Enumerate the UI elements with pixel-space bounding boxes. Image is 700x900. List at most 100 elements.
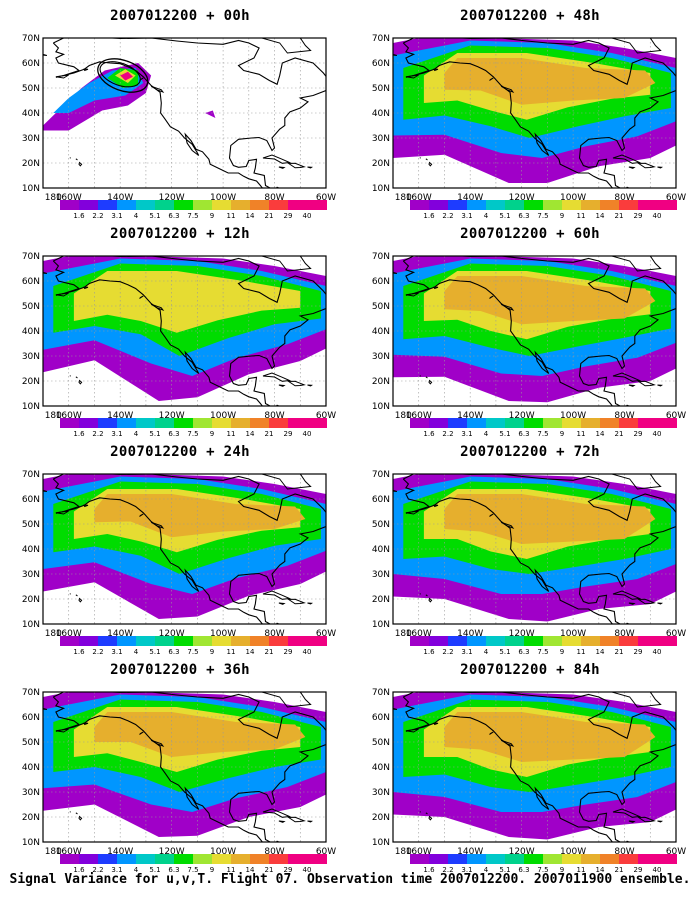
colorbar-label: 1.6	[73, 648, 85, 656]
colorbar-swatch	[193, 418, 213, 428]
coastline-island	[405, 74, 419, 79]
lat-label: 50N	[372, 520, 390, 530]
colorbar-label: 9	[209, 212, 215, 220]
colorbar-label: 40	[652, 648, 662, 656]
colorbar-label: 11	[226, 430, 236, 438]
colorbar-label: 14	[595, 648, 605, 656]
coastline-island	[260, 38, 312, 54]
lat-label: 30N	[22, 570, 40, 580]
lat-label: 20N	[372, 813, 390, 823]
lon-label: 60W	[316, 629, 336, 636]
coastline-island	[55, 510, 69, 515]
lat-label: 10N	[372, 184, 390, 194]
map-frame	[392, 473, 677, 625]
colorbar-label: 5.1	[499, 648, 511, 656]
lon-label: 100W	[210, 629, 236, 636]
lon-label: 160W	[406, 847, 432, 854]
colorbar-swatch	[429, 200, 449, 210]
colorbar-swatch	[212, 418, 232, 428]
lat-label: 60N	[22, 495, 40, 505]
coastline-island	[628, 602, 636, 605]
colorbar-swatch	[117, 200, 137, 210]
coastline-island	[433, 68, 439, 72]
lat-label: 70N	[372, 252, 390, 262]
colorbar-swatch	[448, 418, 468, 428]
coastline-island	[260, 692, 312, 708]
coastline-island	[150, 85, 165, 94]
lat-label: 50N	[22, 738, 40, 748]
colorbar-label: 6.3	[168, 212, 180, 220]
colorbar-label: 11	[576, 212, 586, 220]
coastline-island	[500, 303, 515, 312]
colorbar-label: 29	[283, 648, 293, 656]
lat-label: 10N	[22, 402, 40, 412]
colorbar-label: 11	[226, 212, 236, 220]
coastline-island	[262, 154, 292, 164]
lon-label: 100W	[560, 847, 586, 854]
lon-label: 100W	[210, 411, 236, 418]
coastline	[403, 38, 676, 188]
colorbar-swatch	[581, 636, 601, 646]
colorbar-swatch	[600, 854, 620, 864]
coastline-island	[610, 256, 662, 272]
coastline-island	[428, 815, 433, 821]
colorbar-label: 14	[245, 430, 255, 438]
colorbar-label: 6.3	[518, 212, 530, 220]
map-panel: 2007012200 + 12h 10N 20N 30N 40N 50N 60N 70N 180…	[10, 226, 350, 442]
lat-label: 20N	[372, 377, 390, 387]
coastline-island	[500, 521, 515, 530]
colorbar-swatch	[307, 854, 327, 864]
map-panel: 2007012200 + 36h 10N 20N 30N 40N 50N 60N 70N 180…	[10, 662, 350, 878]
map-frame	[42, 691, 327, 843]
colorbar-label: 4	[483, 866, 489, 874]
colorbar-label: 40	[652, 866, 662, 874]
coastline-island	[260, 474, 312, 490]
lat-label: 30N	[22, 352, 40, 362]
colorbar-label: 4	[483, 648, 489, 656]
colorbar-label: 5.1	[149, 648, 161, 656]
panel-title: 2007012200 + 48h	[460, 8, 600, 24]
colorbar-label: 2.2	[442, 648, 454, 656]
colorbar-label: 3.1	[111, 212, 123, 220]
lon-label: 140W	[107, 411, 133, 418]
coastline	[402, 42, 614, 188]
colorbar-label: 14	[245, 212, 255, 220]
lon-label: 100W	[560, 411, 586, 418]
coastline-island	[433, 504, 439, 508]
colorbar-swatch	[60, 854, 80, 864]
coastline-island	[307, 166, 314, 169]
coastline-island	[433, 286, 439, 290]
colorbar-swatch	[505, 854, 525, 864]
coastline-island	[83, 722, 89, 726]
colorbar-label: 2.2	[442, 212, 454, 220]
colorbar-label: 9	[209, 430, 215, 438]
colorbar-label: 21	[614, 212, 624, 220]
coastline-island	[307, 820, 314, 823]
colorbar-label: 29	[283, 212, 293, 220]
coastline-island	[307, 602, 314, 605]
coastline-island	[287, 380, 306, 387]
coastline	[53, 474, 326, 624]
colorbar-swatch	[524, 200, 544, 210]
coastline-island	[612, 808, 642, 818]
coastline-island	[278, 602, 286, 605]
colorbar-swatch	[193, 854, 213, 864]
panel-title: 2007012200 + 84h	[460, 662, 600, 678]
target-ellipse	[99, 61, 141, 88]
coastline-island	[419, 157, 421, 159]
lat-label: 50N	[22, 302, 40, 312]
coastline-island	[637, 380, 656, 387]
colorbar	[410, 636, 677, 646]
lon-label: 120W	[509, 193, 535, 200]
colorbar-swatch	[486, 636, 506, 646]
coastline	[53, 38, 326, 188]
colorbar	[60, 854, 327, 864]
colorbar-swatch	[269, 636, 289, 646]
lon-label: 120W	[159, 411, 185, 418]
colorbar-label: 29	[633, 866, 643, 874]
coastline-island	[612, 590, 642, 600]
colorbar-label: 4	[133, 212, 139, 220]
lat-label: 10N	[372, 402, 390, 412]
